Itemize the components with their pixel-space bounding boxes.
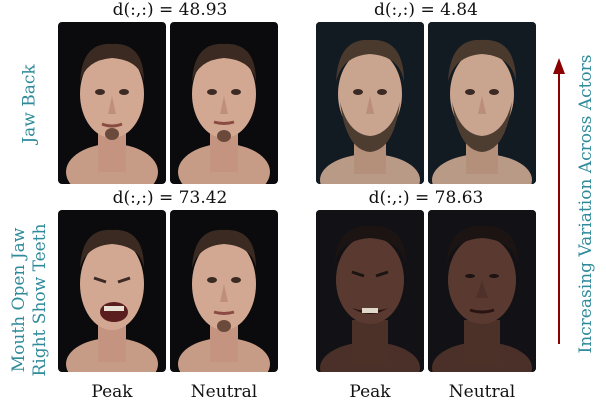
column-label-peak-right: Peak bbox=[349, 382, 391, 402]
face-photo-actor1-mouth-open-peak bbox=[58, 210, 166, 372]
face-photo-actor1-jaw-back-peak bbox=[58, 22, 166, 184]
face-photo-actor2-jaw-back-peak bbox=[316, 22, 424, 184]
face-photo-actor3-mouth-open-neutral bbox=[428, 210, 536, 372]
variation-arrow-icon bbox=[553, 58, 565, 344]
distance-label-bottom-left: d(:,:) = 73.42 bbox=[112, 188, 228, 208]
face-photo-actor3-mouth-open-peak bbox=[316, 210, 424, 372]
distance-label-bottom-right: d(:,:) = 78.63 bbox=[368, 188, 484, 208]
face-photo-actor1-jaw-back-neutral bbox=[170, 22, 278, 184]
side-label-variation: Increasing Variation Across Actors bbox=[576, 54, 596, 354]
distance-label-top-left: d(:,:) = 48.93 bbox=[112, 0, 228, 20]
column-label-neutral-left: Neutral bbox=[190, 382, 258, 402]
row-label-jaw-back: Jaw Back bbox=[19, 64, 40, 144]
distance-label-top-right: d(:,:) = 4.84 bbox=[374, 0, 478, 20]
face-photo-actor2-jaw-back-neutral bbox=[428, 22, 536, 184]
face-photo-actor1-mouth-open-neutral bbox=[170, 210, 278, 372]
row-label-mouth-open: Mouth Open Jaw Right Show Teeth bbox=[9, 223, 50, 377]
column-label-neutral-right: Neutral bbox=[448, 382, 516, 402]
column-label-peak-left: Peak bbox=[91, 382, 133, 402]
